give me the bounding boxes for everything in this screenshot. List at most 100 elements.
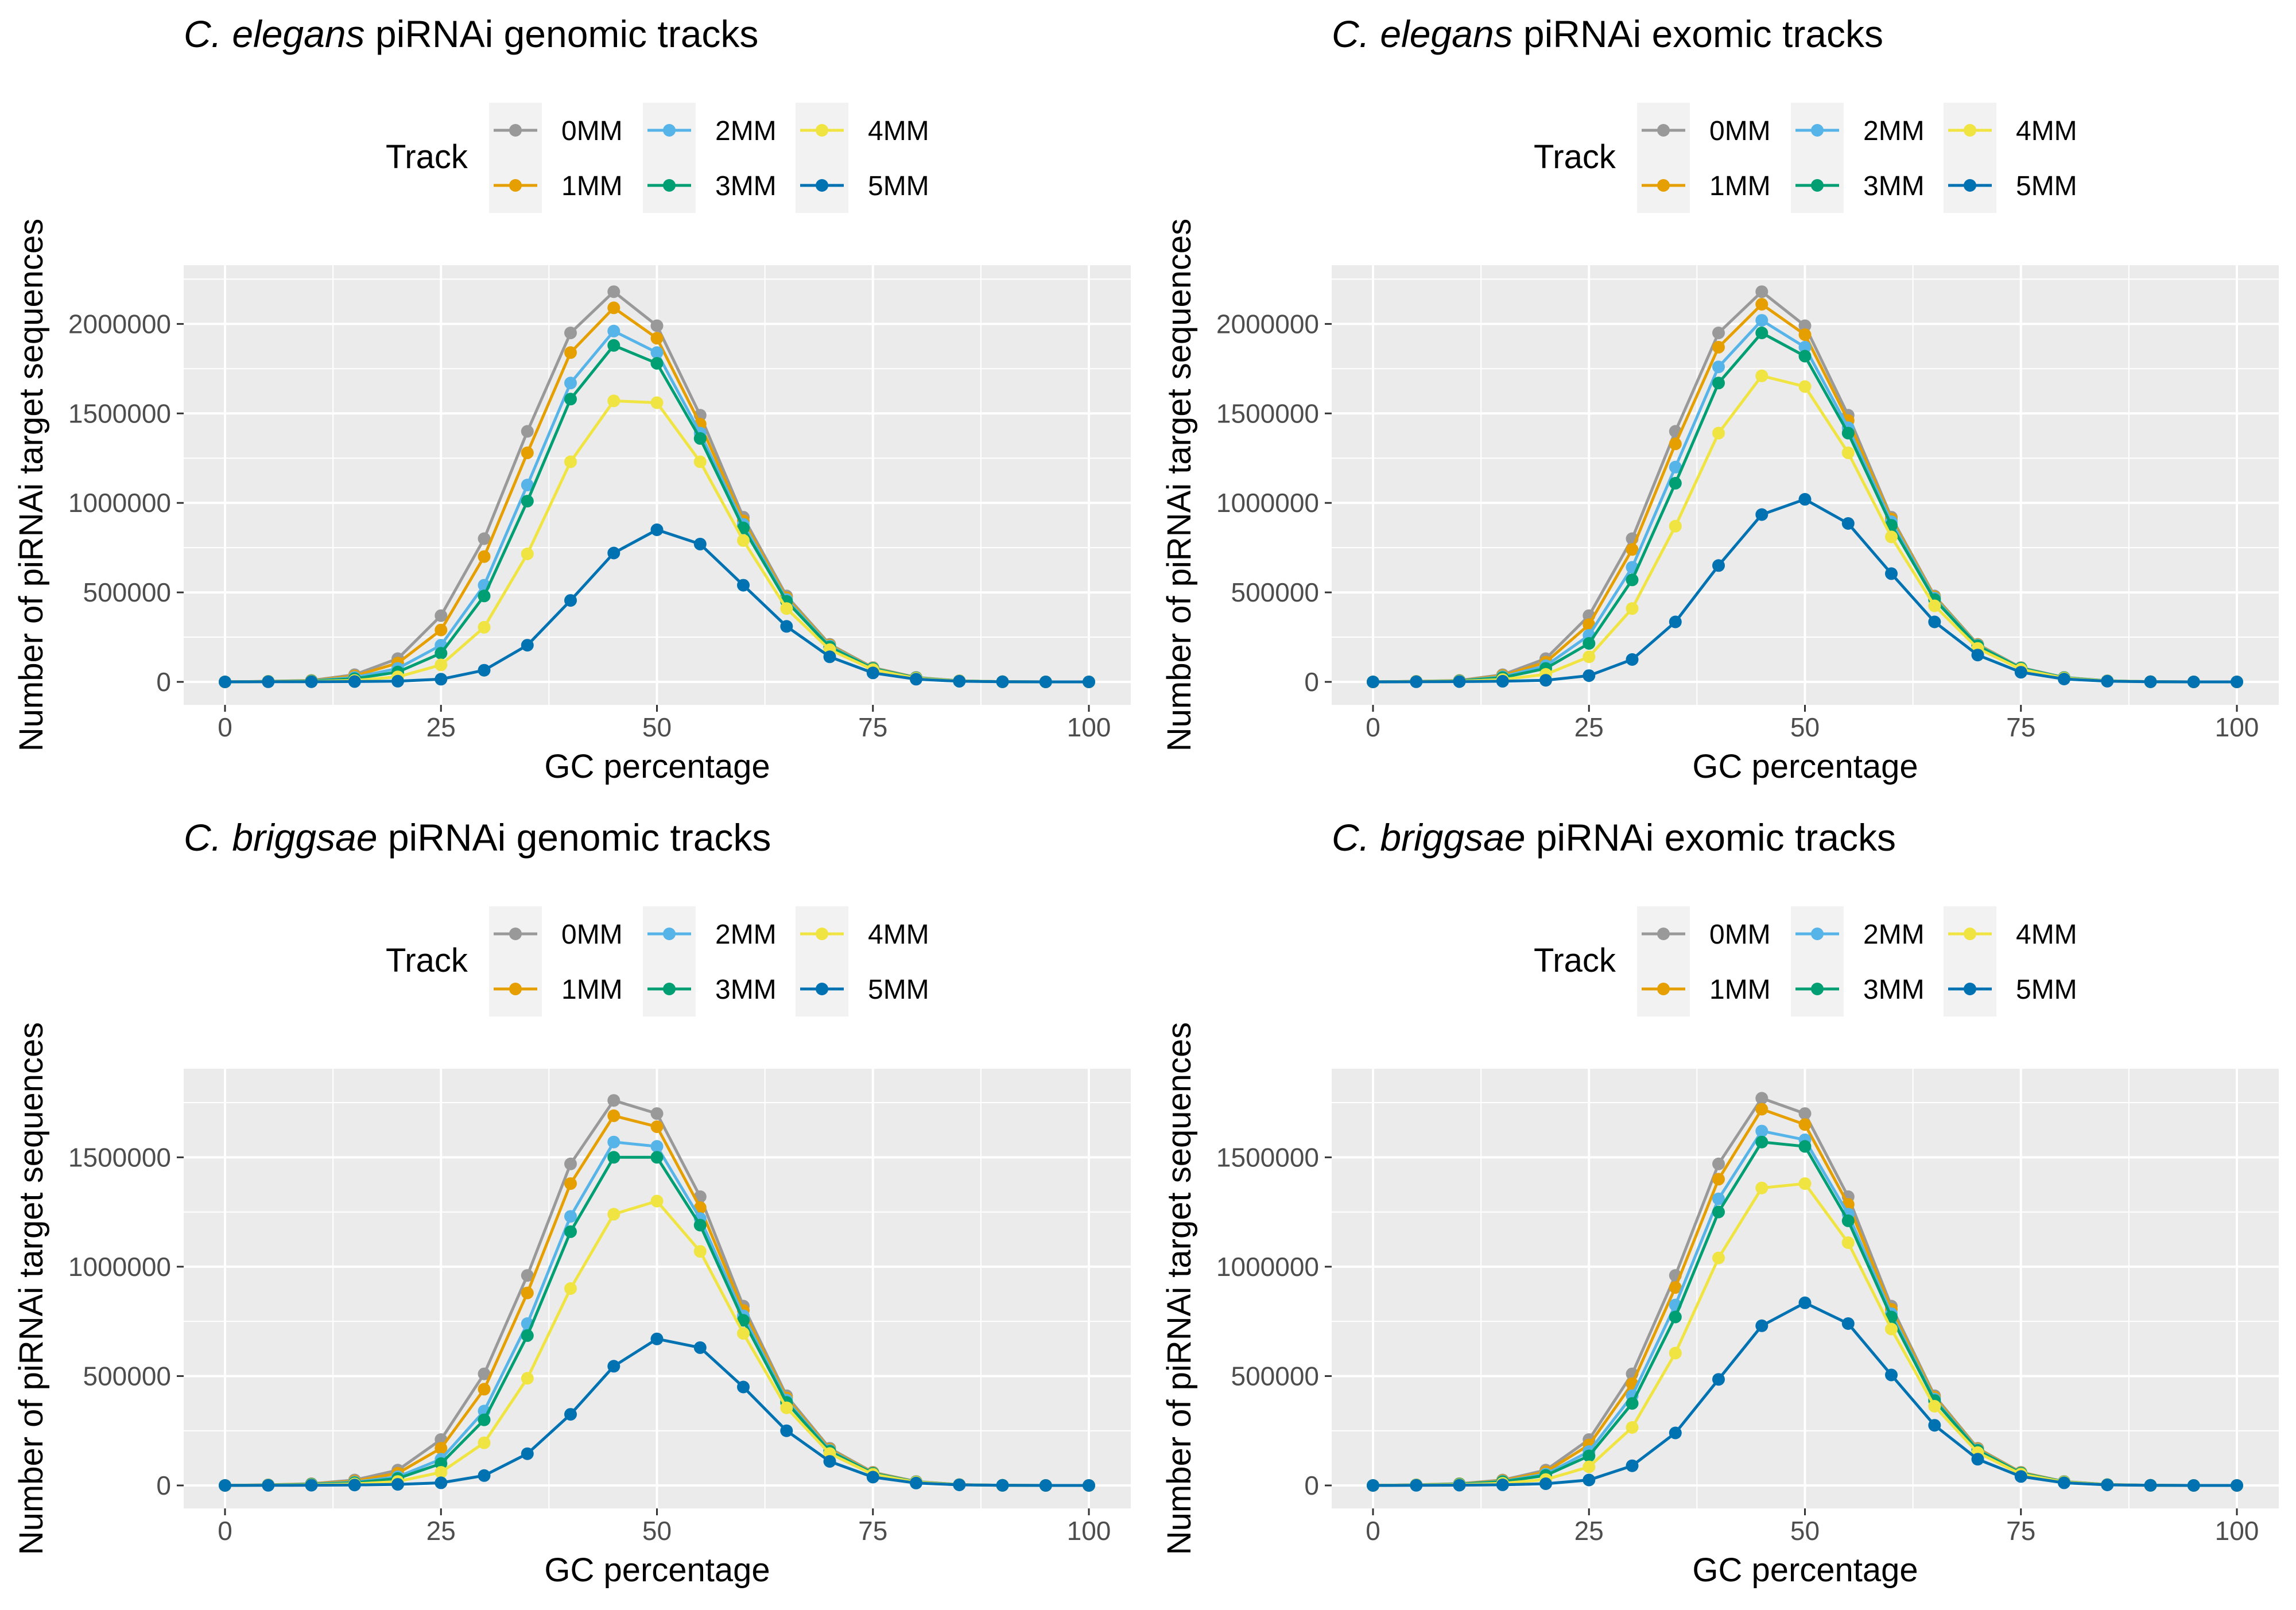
chart-panel-3: C. briggsae piRNAi genomic tracks Track 0M…: [13, 816, 1131, 1589]
legend-key-point: [1657, 124, 1670, 137]
legend-label: 0MM: [561, 116, 623, 146]
legend: Track 0MM 1MM 2MM 3MM 4MM 5MM: [1534, 103, 2077, 213]
legend-label: 3MM: [715, 975, 777, 1005]
data-point-5MM: [1669, 615, 1682, 629]
x-axis-title: GC percentage: [1692, 1551, 1918, 1589]
data-point-5MM: [2231, 1479, 2243, 1492]
data-point-1MM: [1712, 1173, 1725, 1186]
data-point-5MM: [1669, 1426, 1682, 1440]
data-point-4MM: [521, 1372, 534, 1385]
data-point-4MM: [564, 455, 577, 468]
data-point-5MM: [219, 1479, 231, 1492]
x-tick-label: 100: [1067, 712, 1111, 742]
legend-key-point: [1657, 928, 1670, 940]
y-tick-label: 500000: [1231, 1361, 1320, 1391]
data-point-4MM: [1626, 602, 1639, 615]
data-point-3MM: [478, 589, 491, 603]
data-point-5MM: [2231, 676, 2243, 688]
legend-label: 2MM: [715, 116, 777, 146]
chart-title-species: C. briggsae: [1332, 816, 1526, 859]
data-point-4MM: [1928, 599, 1941, 612]
legend-label: 4MM: [2016, 116, 2077, 146]
x-tick-label: 75: [858, 712, 887, 742]
data-point-4MM: [1798, 1177, 1812, 1190]
data-point-5MM: [435, 1476, 448, 1489]
data-point-3MM: [1669, 476, 1682, 490]
legend-label: 3MM: [715, 171, 777, 201]
data-point-4MM: [435, 1466, 448, 1479]
data-point-5MM: [1410, 675, 1423, 688]
data-point-4MM: [521, 548, 534, 560]
y-tick-label: 1000000: [1216, 488, 1319, 518]
data-point-2MM: [521, 479, 534, 491]
chart-title-rest: piRNAi exomic tracks: [1526, 816, 1896, 859]
legend-key-point: [1811, 928, 1824, 940]
data-point-3MM: [1626, 573, 1639, 587]
data-point-1MM: [435, 623, 448, 637]
data-point-0MM: [650, 319, 664, 332]
data-point-5MM: [391, 1478, 404, 1491]
data-point-5MM: [1971, 649, 1984, 662]
data-point-2MM: [607, 324, 620, 337]
data-point-0MM: [607, 285, 620, 298]
legend: Track 0MM 1MM 2MM 3MM 4MM 5MM: [1534, 906, 2077, 1017]
legend-label: 4MM: [868, 920, 929, 950]
data-point-4MM: [607, 1208, 620, 1221]
data-point-1MM: [521, 446, 534, 459]
data-point-5MM: [780, 620, 793, 633]
data-point-5MM: [1841, 517, 1855, 530]
y-tick-label: 0: [156, 1471, 171, 1500]
chart-title-species: C. briggsae: [184, 816, 378, 859]
data-point-3MM: [1712, 377, 1725, 390]
data-point-4MM: [780, 602, 793, 615]
y-axis-title: Number of piRNAi target sequences: [13, 219, 50, 751]
x-tick-label: 25: [426, 1516, 456, 1546]
data-point-3MM: [1755, 327, 1768, 339]
data-point-0MM: [564, 1157, 577, 1170]
data-point-5MM: [1039, 676, 1052, 688]
legend: Track 0MM 1MM 2MM 3MM 4MM 5MM: [386, 103, 929, 213]
legend-title: Track: [386, 942, 468, 979]
data-point-1MM: [1798, 328, 1812, 342]
legend-key-point: [816, 124, 828, 137]
data-point-3MM: [1712, 1205, 1725, 1219]
data-point-5MM: [910, 1476, 922, 1489]
data-point-0MM: [1712, 327, 1725, 339]
data-point-4MM: [1798, 380, 1812, 393]
legend-title: Track: [386, 138, 468, 176]
data-point-3MM: [521, 495, 534, 508]
x-tick-label: 25: [1574, 712, 1604, 742]
data-point-0MM: [478, 532, 491, 545]
y-tick-label: 0: [156, 667, 171, 697]
data-point-3MM: [1626, 1397, 1639, 1410]
data-point-5MM: [1928, 615, 1941, 629]
data-point-2MM: [607, 1135, 620, 1149]
data-point-3MM: [607, 1151, 620, 1164]
series-5MM: [219, 1332, 1095, 1492]
data-point-1MM: [1669, 437, 1682, 451]
data-point-3MM: [607, 339, 620, 352]
data-point-5MM: [953, 674, 966, 688]
x-tick-label: 100: [2215, 712, 2259, 742]
data-point-5MM: [391, 674, 404, 688]
legend-key-point: [816, 179, 828, 192]
chart-title-rest: piRNAi exomic tracks: [1513, 13, 1883, 55]
data-point-1MM: [564, 1177, 577, 1190]
data-point-5MM: [305, 675, 318, 688]
data-point-0MM: [521, 1269, 534, 1282]
data-point-2MM: [1755, 1124, 1768, 1138]
legend-key-point: [1657, 179, 1670, 192]
x-tick-label: 50: [642, 712, 672, 742]
data-point-0MM: [1712, 1157, 1725, 1170]
chart-title-rest: piRNAi genomic tracks: [365, 13, 759, 55]
data-point-5MM: [2187, 1479, 2200, 1492]
chart-title-species: C. elegans: [1332, 13, 1513, 55]
data-point-3MM: [435, 1457, 448, 1470]
data-point-4MM: [1885, 1322, 1898, 1336]
legend-key-point: [1811, 983, 1824, 995]
legend-key-point: [509, 179, 522, 192]
data-point-4MM: [1841, 446, 1855, 459]
data-point-1MM: [1626, 543, 1639, 556]
data-point-5MM: [1496, 674, 1509, 688]
data-point-3MM: [521, 1329, 534, 1342]
